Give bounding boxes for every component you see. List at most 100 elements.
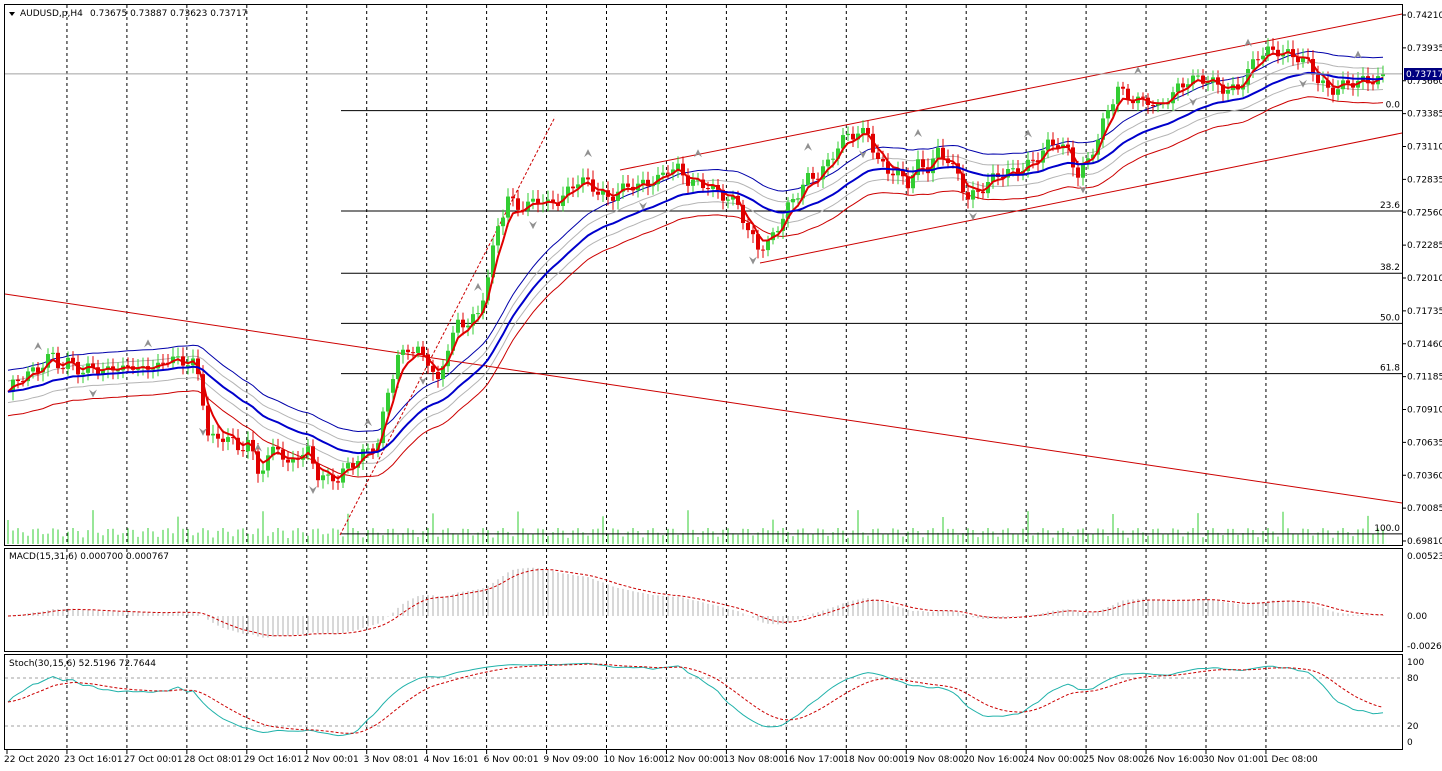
candle-body bbox=[661, 172, 665, 175]
candle-body bbox=[476, 313, 480, 315]
candle-body bbox=[1151, 105, 1155, 107]
y-tick-label: 0.71185 bbox=[1407, 373, 1442, 383]
candle-body bbox=[616, 191, 620, 201]
candle-body bbox=[1276, 49, 1280, 57]
candle-body bbox=[1081, 163, 1085, 178]
candle-body bbox=[1206, 82, 1210, 84]
x-tick-label: 2 Nov 00:01 bbox=[304, 755, 359, 765]
lower-band bbox=[7, 96, 1384, 478]
candle-body bbox=[1126, 88, 1130, 101]
candle-body bbox=[1091, 154, 1095, 159]
candle-body bbox=[1371, 83, 1375, 85]
candle-body bbox=[891, 173, 895, 176]
candle-body bbox=[91, 363, 95, 368]
stoch-signal-line bbox=[7, 663, 1384, 734]
y-tick-label: 0.73935 bbox=[1407, 44, 1442, 54]
candle-body bbox=[896, 170, 900, 176]
stoch-title: Stoch(30,15,6) 52.5196 72.7644 bbox=[9, 659, 156, 669]
candle-body bbox=[286, 459, 290, 463]
y-tick-label: 0.72010 bbox=[1407, 274, 1442, 284]
candle-body bbox=[1296, 57, 1300, 63]
fractal-up-icon bbox=[584, 149, 592, 158]
trendline bbox=[4, 293, 1403, 504]
candle-body bbox=[916, 159, 920, 176]
fractal-up-icon bbox=[1354, 50, 1362, 59]
x-tick-label: 9 Nov 09:00 bbox=[544, 755, 599, 765]
candle-body bbox=[691, 179, 695, 186]
candle-body bbox=[501, 217, 505, 227]
fractal-up-icon bbox=[34, 342, 42, 351]
candle-body bbox=[781, 218, 785, 231]
candle-body bbox=[1256, 59, 1260, 61]
fractal-up-icon bbox=[1134, 66, 1142, 75]
candle-body bbox=[1096, 139, 1100, 155]
candle-body bbox=[791, 198, 795, 203]
candle-body bbox=[831, 158, 835, 160]
candle-body bbox=[1321, 80, 1325, 84]
y-tick-label: 0.71735 bbox=[1407, 307, 1442, 317]
fib-level-label: 23.6 bbox=[1380, 201, 1400, 211]
stoch-y-label: 20 bbox=[1407, 722, 1419, 732]
candle-body bbox=[291, 458, 295, 463]
stoch-main-line bbox=[7, 662, 1384, 737]
fractal-up-icon bbox=[364, 418, 372, 427]
candle-body bbox=[1311, 58, 1315, 75]
stochastic-indicator: 100 80 20 0 bbox=[5, 658, 1424, 748]
candle-body bbox=[881, 158, 885, 162]
candle-body bbox=[876, 152, 880, 159]
candle-body bbox=[536, 198, 540, 204]
fractal-down-icon bbox=[419, 376, 427, 385]
candle-body bbox=[56, 352, 60, 369]
candle-body bbox=[696, 179, 700, 181]
time-axis: 22 Oct 2020 23 Oct 16:01 27 Oct 00:01 28 Oc… bbox=[4, 750, 1318, 765]
stoch-y-label: 0 bbox=[1407, 738, 1413, 748]
candle-body bbox=[571, 186, 575, 189]
candle-body bbox=[511, 196, 515, 199]
candle-body bbox=[486, 277, 490, 301]
candle-body bbox=[1226, 90, 1230, 94]
dropdown-arrow-icon[interactable] bbox=[9, 12, 15, 16]
candle-body bbox=[1176, 83, 1180, 93]
fractal-down-icon bbox=[639, 202, 647, 211]
candle-body bbox=[761, 249, 765, 251]
macd-y-label: 0.005233 bbox=[1407, 552, 1442, 562]
candle-body bbox=[1011, 168, 1015, 170]
candle-body bbox=[1006, 169, 1010, 178]
candle-body bbox=[1271, 46, 1275, 50]
fractal-up-icon bbox=[254, 443, 262, 452]
macd-y-label: -0.00262 bbox=[1407, 642, 1442, 652]
candle-body bbox=[756, 234, 760, 250]
candle-body bbox=[806, 172, 810, 185]
y-tick-label: 0.72835 bbox=[1407, 175, 1442, 185]
candle-body bbox=[751, 230, 755, 235]
y-tick-label: 0.69810 bbox=[1407, 537, 1442, 547]
candle-body bbox=[1121, 86, 1125, 89]
candle-body bbox=[866, 127, 870, 134]
candle-body bbox=[846, 133, 850, 136]
x-tick-label: 16 Nov 17:00 bbox=[783, 755, 844, 765]
candle-body bbox=[381, 411, 385, 444]
candle-body bbox=[1201, 75, 1205, 84]
candle-body bbox=[266, 455, 270, 471]
candle-body bbox=[1071, 147, 1075, 168]
candle-body bbox=[971, 190, 975, 200]
fast-ma-line bbox=[7, 51, 1384, 480]
candle-body bbox=[851, 133, 855, 140]
candle-body bbox=[481, 300, 485, 314]
candle-body bbox=[841, 135, 845, 149]
x-tick-label: 30 Nov 01:00 bbox=[1203, 755, 1264, 765]
candle-body bbox=[276, 446, 280, 450]
candle-body bbox=[246, 439, 250, 452]
x-tick-label: 10 Nov 16:00 bbox=[604, 755, 665, 765]
x-tick-label: 3 Nov 08:01 bbox=[364, 755, 419, 765]
candle-body bbox=[526, 201, 530, 211]
candle-body bbox=[1346, 80, 1350, 84]
moving-averages bbox=[7, 51, 1384, 480]
fractal-down-icon bbox=[89, 389, 97, 398]
candle-body bbox=[261, 470, 265, 474]
candle-body bbox=[401, 349, 405, 355]
candle-body bbox=[241, 450, 245, 452]
candle-body bbox=[886, 161, 890, 174]
candle-body bbox=[496, 226, 500, 246]
